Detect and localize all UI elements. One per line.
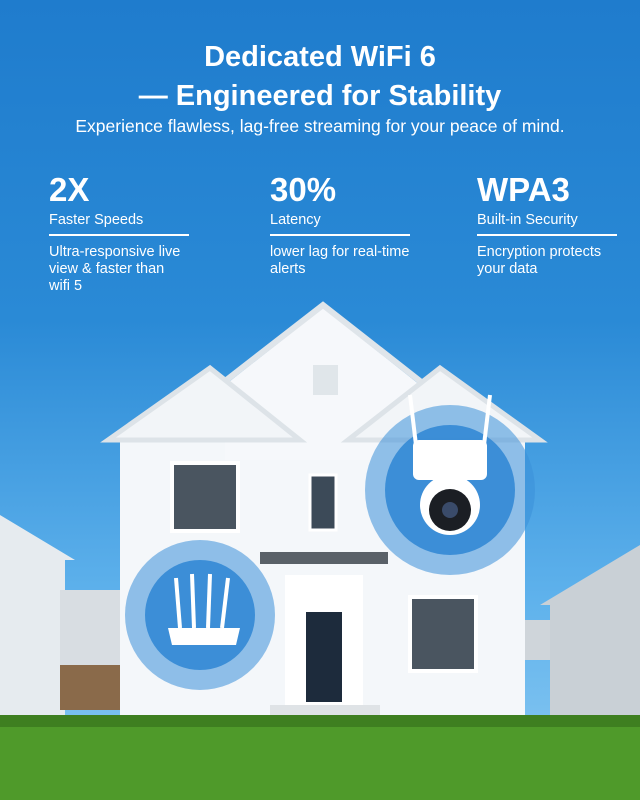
stat-value: WPA3 (477, 171, 570, 208)
neighbor-house-left (0, 515, 75, 715)
stat-security: WPA3 Built-in Security Encryption protec… (477, 170, 617, 278)
stat-label: Latency (270, 212, 410, 236)
security-camera-icon (365, 394, 535, 575)
stat-label: Faster Speeds (49, 212, 189, 236)
lawn (0, 715, 640, 800)
stat-value: 2X (49, 171, 90, 208)
stat-value: 30% (270, 171, 337, 208)
stat-description: lower lag for real-time alerts (270, 244, 410, 277)
stat-description: Encryption protects your data (477, 244, 602, 277)
headline: Dedicated WiFi 6 — Engineered for Stabil… (0, 38, 640, 116)
headline-line-1: Dedicated WiFi 6 (204, 41, 436, 73)
house-scene (0, 301, 640, 800)
headline-line-2: — Engineered for Stability (138, 80, 502, 112)
stat-description: Ultra-responsive live view & faster than… (49, 244, 181, 294)
wifi-router-icon (125, 540, 275, 690)
stat-latency: 30% Latency lower lag for real-time aler… (270, 170, 410, 278)
stat-label: Built-in Security (477, 212, 617, 236)
stat-speed: 2X Faster Speeds Ultra-responsive live v… (49, 170, 189, 295)
subtitle: Experience flawless, lag-free streaming … (75, 116, 565, 136)
neighbor-house-right (540, 545, 640, 715)
